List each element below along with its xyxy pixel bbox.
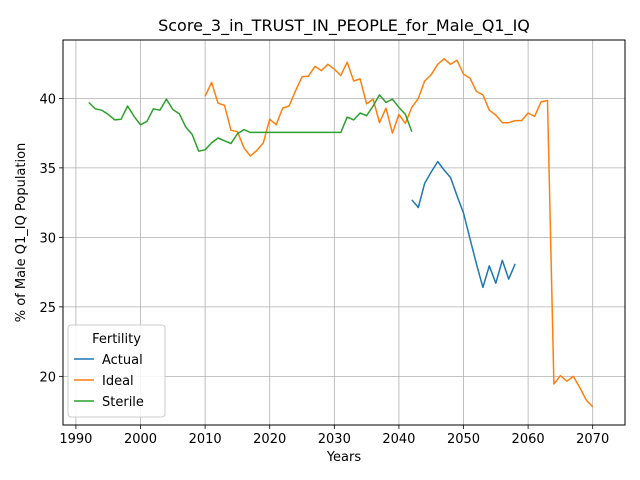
- x-tick-label: 2070: [576, 432, 609, 447]
- chart-title: Score_3_in_TRUST_IN_PEOPLE_for_Male_Q1_I…: [158, 16, 530, 36]
- x-tick-label: 2040: [382, 432, 415, 447]
- x-tick-label: 2050: [447, 432, 480, 447]
- y-tick-label: 35: [39, 162, 56, 177]
- y-tick-label: 25: [39, 301, 56, 316]
- legend: Fertility Actual Ideal Sterile: [67, 324, 166, 418]
- legend-title: Fertility: [92, 332, 141, 347]
- plot-frame: [62, 39, 626, 426]
- legend-label-ideal: Ideal: [102, 374, 134, 389]
- y-tick-label: 40: [39, 92, 56, 107]
- y-axis-ticks: 20 25 30 35 40: [39, 92, 63, 385]
- series-line-sterile: [88, 94, 413, 152]
- x-tick-label: 2010: [189, 432, 222, 447]
- series-line-actual: [411, 160, 516, 289]
- y-axis-label: % of Male Q1_IQ Population: [14, 143, 29, 323]
- series-line-ideal: [204, 58, 594, 408]
- x-axis-ticks: 1990 2000 2010 2020 2030 2040 2050 2060 2070: [59, 425, 609, 447]
- x-tick-label: 1990: [59, 432, 92, 447]
- x-tick-label: 2030: [318, 432, 351, 447]
- series-lines: [88, 58, 594, 408]
- x-tick-label: 2020: [253, 432, 286, 447]
- x-tick-label: 2060: [512, 432, 545, 447]
- legend-label-actual: Actual: [102, 353, 143, 368]
- x-tick-label: 2000: [124, 432, 157, 447]
- legend-label-sterile: Sterile: [102, 395, 144, 410]
- legend-box: [67, 324, 166, 418]
- y-tick-label: 30: [39, 231, 56, 246]
- grid: [63, 40, 625, 425]
- x-axis-label: Years: [326, 450, 362, 465]
- y-tick-label: 20: [39, 370, 56, 385]
